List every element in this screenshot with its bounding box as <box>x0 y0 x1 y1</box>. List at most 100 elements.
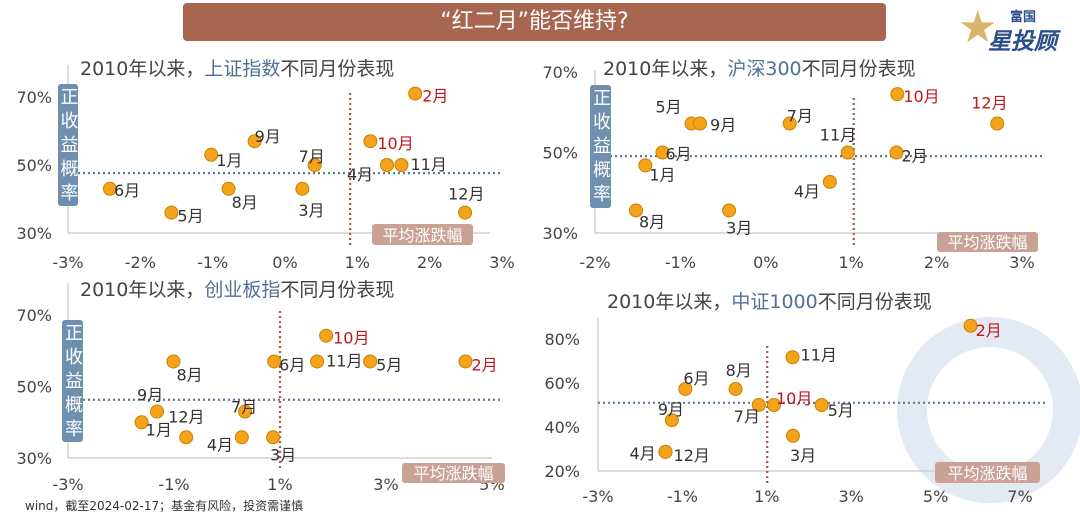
x-tick-label: 3% <box>1009 253 1034 272</box>
data-label: 3月 <box>726 218 752 237</box>
y-tick-label: 30% <box>16 449 52 468</box>
chart-title-suffix: 不同月份表现 <box>280 58 394 80</box>
chart-title-prefix: 2010年以来， <box>80 279 204 301</box>
x-tick-label: 3% <box>839 487 864 506</box>
data-label: 9月 <box>658 400 684 419</box>
chart-title-index: 创业板指 <box>204 279 280 301</box>
x-tick-label: 0% <box>753 253 778 272</box>
data-point-9月 <box>247 134 262 149</box>
data-label: 5月 <box>828 401 854 420</box>
x-axis-label-box <box>372 224 473 245</box>
x-tick-label: -3% <box>52 253 83 272</box>
x-tick-label: 3% <box>373 475 398 494</box>
chart-title-prefix: 2010年以来， <box>80 58 204 80</box>
scatter-chart-4: 2010年以来，中证1000不同月份表现 20% 40% 60% 80% -3% -1% 1%… <box>544 291 1045 506</box>
data-label: 11月 <box>410 155 446 174</box>
data-point-8月 <box>221 181 236 196</box>
data-point-9月 <box>150 404 165 419</box>
data-point-6月 <box>655 145 670 160</box>
data-label: 5月 <box>376 355 402 374</box>
data-point-2月 <box>458 354 473 369</box>
chart-title-index: 中证1000 <box>731 291 817 313</box>
x-tick-label: -2% <box>579 253 610 272</box>
y-tick-label: 60% <box>544 374 580 393</box>
data-point-5月 <box>814 398 829 412</box>
data-point-8月 <box>628 203 643 218</box>
y-axis-label: 正收益概率 <box>62 323 83 443</box>
x-tick-label: 0% <box>272 253 297 272</box>
data-label: 10月 <box>903 87 939 106</box>
x-tick-label: 7% <box>1007 487 1032 506</box>
y-tick-label: 30% <box>16 224 52 243</box>
data-point-10月 <box>766 398 781 412</box>
x-tick-label: 1% <box>267 475 292 494</box>
data-label: 2月 <box>422 87 448 106</box>
y-tick-label: 50% <box>16 378 52 397</box>
y-tick-label: 20% <box>544 462 580 481</box>
data-point-7月 <box>238 404 253 419</box>
data-point-1月 <box>204 147 219 162</box>
y-tick-label: 50% <box>16 156 52 175</box>
x-axis-label: 平均涨跌幅 <box>947 464 1027 483</box>
x-tick-label: 2% <box>924 253 949 272</box>
data-label: 2月 <box>472 355 498 374</box>
data-label: 4月 <box>794 182 820 201</box>
data-label: 8月 <box>176 365 202 384</box>
data-point-3月 <box>266 430 281 445</box>
data-point-11月 <box>785 350 800 365</box>
data-point-3月 <box>722 203 737 218</box>
data-label: 2月 <box>901 147 927 166</box>
data-label: 12月 <box>674 446 710 465</box>
x-axis-label-box <box>937 232 1038 252</box>
y-tick-label: 40% <box>544 418 580 437</box>
data-point-8月 <box>166 354 181 369</box>
scatter-chart-2: 2010年以来，沪深300不同月份表现 30% 50% 70% -2% -1% 0% 1% 2%… <box>542 58 1045 272</box>
data-point-7月 <box>307 158 322 172</box>
chart-title: 2010年以来，沪深300不同月份表现 <box>603 58 916 80</box>
data-point-9月 <box>664 413 679 428</box>
y-axis-label-box <box>58 84 78 206</box>
data-point-4月 <box>234 430 249 445</box>
data-label: 3月 <box>270 445 296 464</box>
data-label: 7月 <box>231 398 257 417</box>
data-label: 8月 <box>232 193 258 212</box>
data-point-3月 <box>295 181 310 196</box>
x-tick-label: -3% <box>52 475 83 494</box>
data-point-6月 <box>678 381 693 396</box>
chart-title: 2010年以来，上证指数不同月份表现 <box>80 58 394 80</box>
y-axis-label-box <box>62 320 83 442</box>
data-label: 6月 <box>683 369 709 388</box>
data-label: 6月 <box>279 355 305 374</box>
data-label: 5月 <box>177 207 203 226</box>
y-tick-label: 70% <box>16 306 52 325</box>
data-label: 11月 <box>820 126 856 145</box>
x-tick-label: 1% <box>754 487 779 506</box>
data-label: 7月 <box>299 147 325 166</box>
y-tick-label: 70% <box>16 88 52 107</box>
data-point-10月 <box>363 134 378 149</box>
x-tick-label: 3% <box>489 253 514 272</box>
x-tick-label: -2% <box>125 253 156 272</box>
y-tick-label: 50% <box>542 144 578 163</box>
data-label: 8月 <box>639 212 665 231</box>
x-tick-label: 1% <box>839 253 864 272</box>
y-axis-label-box <box>590 85 611 208</box>
data-point-12月 <box>658 444 673 459</box>
chart-title: 2010年以来，中证1000不同月份表现 <box>607 291 932 313</box>
data-label: 10月 <box>776 389 812 408</box>
data-point-12月 <box>458 205 473 220</box>
data-point-7月 <box>782 116 797 131</box>
chart-title-index: 沪深300 <box>727 58 801 80</box>
data-label: 9月 <box>710 116 736 135</box>
star-icon: ★ <box>958 2 998 53</box>
data-point-2月 <box>889 145 904 160</box>
data-label: 5月 <box>656 98 682 117</box>
logo-text-line1: 富国 <box>1010 10 1037 25</box>
chart-title-suffix: 不同月份表现 <box>280 279 394 301</box>
data-point-6月 <box>267 354 282 369</box>
x-tick-label: -1% <box>197 253 228 272</box>
data-point-10月 <box>890 87 905 102</box>
data-label: 1月 <box>216 151 242 170</box>
data-point-4月 <box>379 158 394 172</box>
